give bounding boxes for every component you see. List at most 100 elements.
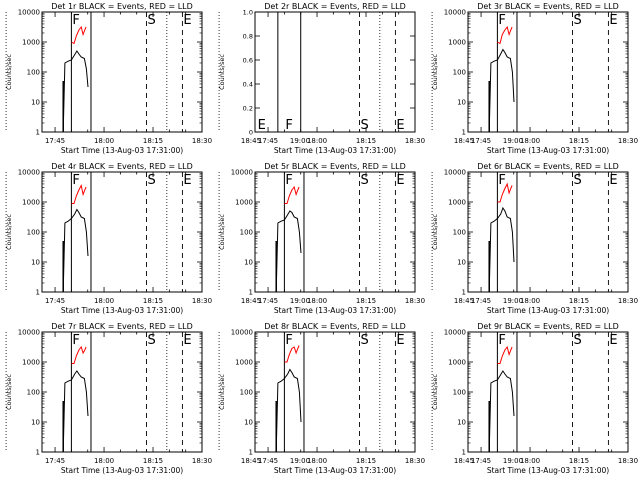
- det-7r-ytick-label: 100: [27, 389, 40, 397]
- det-6r-ytick-label: 1: [462, 289, 466, 297]
- det-8r-ytick-label: 100: [240, 389, 253, 397]
- det-2r-marker-e: E: [396, 118, 404, 133]
- det-9r-panel: Det 9r BLACK = Events, RED = LLD Counts/s…: [379, 322, 638, 475]
- det-3r-xtick-label: 18:15: [569, 137, 589, 145]
- det-4r-ytick-label: 100: [27, 229, 40, 237]
- det-1r-ytick-label: 1000: [22, 39, 40, 47]
- det-8r-marker-f: F: [285, 333, 292, 348]
- det-5r-xtick-label: 17:45: [258, 297, 278, 305]
- det-5r-ytick-label: 1: [249, 289, 253, 297]
- det-8r-xtick-label: 18:15: [356, 457, 376, 465]
- det-3r-ytick-label: 10000: [444, 9, 466, 17]
- det-2r-xtick-label: 17:45: [258, 137, 278, 145]
- det-5r-lld-line: [284, 185, 300, 204]
- det-8r-lld-line: [284, 345, 300, 363]
- det-3r-ylabel: Counts/sec: [431, 54, 439, 90]
- det-6r-ylabel: Counts/sec: [431, 214, 439, 250]
- det-9r-xtick-label: 18:00: [520, 457, 540, 465]
- det-1r-xtick-label: 18:00: [94, 137, 114, 145]
- det-9r-xlabel: Start Time (13-Aug-03 17:31:00): [487, 466, 609, 475]
- det-6r-marker-f: F: [498, 173, 505, 188]
- det-4r-xtick-label: 18:15: [143, 297, 163, 305]
- det-5r-title: Det 5r BLACK = Events, RED = LLD: [264, 162, 406, 171]
- det-8r-ytick-label: 1000: [235, 359, 253, 367]
- det-8r-ytick-label: 1: [249, 449, 253, 457]
- det-9r-ytick-label: 1: [462, 449, 466, 457]
- det-5r-xtick-label: 18:45: [454, 297, 474, 305]
- det-5r-xlabel: Start Time (13-Aug-03 17:31:00): [274, 306, 396, 315]
- det-9r-ytick-label: 1000: [448, 359, 466, 367]
- det-3r-marker-f: F: [498, 13, 505, 28]
- det-2r-panel: Det 2r BLACK = Events, RED = LLD Counts/s…: [166, 2, 523, 155]
- det-2r-ytick-label: 0.2: [243, 105, 253, 113]
- det-6r-events-line: [488, 206, 515, 293]
- det-6r-xtick-label: 18:30: [618, 297, 638, 305]
- det-5r-marker-f: F: [285, 173, 292, 188]
- det-1r-lld-line: [71, 25, 87, 45]
- det-5r-ytick-label: 10000: [231, 169, 253, 177]
- det-4r-lld-line: [71, 184, 87, 204]
- det-5r-marker-s: S: [360, 173, 368, 188]
- det-7r-marker-s: S: [147, 333, 155, 348]
- det-1r-marker-e: E: [183, 13, 191, 28]
- det-9r-lld-line: [497, 345, 513, 364]
- det-9r-events-line: [488, 370, 515, 453]
- det-9r-xtick-label: 18:30: [618, 457, 638, 465]
- det-1r-xtick-label: 18:45: [241, 137, 261, 145]
- det-9r-ylabel: Counts/sec: [431, 374, 439, 410]
- det-5r-marker-e: E: [396, 173, 404, 188]
- det-8r-xtick-label: 18:45: [454, 457, 474, 465]
- det-9r-marker-s: S: [573, 333, 581, 348]
- det-9r-xtick-label: 17:45: [471, 457, 491, 465]
- det-3r-marker-e: E: [609, 13, 617, 28]
- det-5r-ylabel: Counts/sec: [218, 214, 226, 250]
- det-6r-ytick-label: 1000: [448, 199, 466, 207]
- det-6r-xtick-label: 18:00: [520, 297, 540, 305]
- det-1r-ytick-label: 1: [36, 129, 40, 137]
- det-3r-xlabel: Start Time (13-Aug-03 17:31:00): [487, 146, 609, 155]
- det-1r-xlabel: Start Time (13-Aug-03 17:31:00): [61, 146, 183, 155]
- det-4r-ylabel: Counts/sec: [5, 214, 13, 250]
- det-5r-xtick-label: 18:00: [307, 297, 327, 305]
- det-2r-marker-s: S: [360, 118, 368, 133]
- det-2r-xlabel: Start Time (13-Aug-03 17:31:00): [274, 146, 396, 155]
- det-3r-marker-s: S: [573, 13, 581, 28]
- det-4r-xtick-label: 17:45: [45, 297, 65, 305]
- det-4r-marker-f: F: [72, 173, 79, 188]
- det-9r-ytick-label: 10000: [444, 329, 466, 337]
- det-3r-lld-line: [497, 25, 513, 45]
- det-1r-ytick-label: 10: [31, 99, 40, 107]
- det-1r-ytick-label: 10000: [18, 9, 40, 17]
- det-7r-xtick-label: 18:45: [241, 457, 261, 465]
- det-7r-xtick-label: 18:00: [94, 457, 114, 465]
- det-1r-marker-f: F: [72, 13, 79, 28]
- det-3r-xtick-label: 18:30: [618, 137, 638, 145]
- det-5r-xtick-label: 19:00: [503, 297, 523, 305]
- det-6r-ytick-label: 10000: [444, 169, 466, 177]
- det-2r-ytick-label: 0: [249, 129, 253, 137]
- det-4r-panel: Det 4r BLACK = Events, RED = LLD Counts/s…: [5, 162, 310, 315]
- det-8r-ytick-label: 10: [244, 419, 253, 427]
- det-2r-axes-box: [254, 11, 416, 133]
- det-7r-events-line: [62, 370, 89, 453]
- det-7r-ytick-label: 1: [36, 449, 40, 457]
- det-3r-xtick-label: 18:00: [520, 137, 540, 145]
- det-6r-panel: Det 6r BLACK = Events, RED = LLD Counts/s…: [379, 162, 638, 315]
- det-2r-ytick-label: 1.0: [243, 9, 253, 17]
- det-3r-title: Det 3r BLACK = Events, RED = LLD: [477, 2, 619, 11]
- det-1r-ylabel: Counts/sec: [5, 54, 13, 90]
- det-4r-title: Det 4r BLACK = Events, RED = LLD: [51, 162, 193, 171]
- det-2r-xtick-label: 18:45: [454, 137, 474, 145]
- det-1r-panel: Det 1r BLACK = Events, RED = LLD Counts/s…: [5, 2, 310, 155]
- det-7r-xtick-label: 18:15: [143, 457, 163, 465]
- det-2r-xtick-label: 18:15: [356, 137, 376, 145]
- det-8r-marker-s: S: [360, 333, 368, 348]
- det-9r-ytick-label: 10: [457, 419, 466, 427]
- det-7r-xtick-label: 17:45: [45, 457, 65, 465]
- det-1r-xtick-label: 19:00: [290, 137, 310, 145]
- det-5r-xtick-label: 18:30: [405, 297, 425, 305]
- det-4r-marker-s: S: [147, 173, 155, 188]
- det-8r-xtick-label: 18:00: [307, 457, 327, 465]
- det-7r-ytick-label: 10: [31, 419, 40, 427]
